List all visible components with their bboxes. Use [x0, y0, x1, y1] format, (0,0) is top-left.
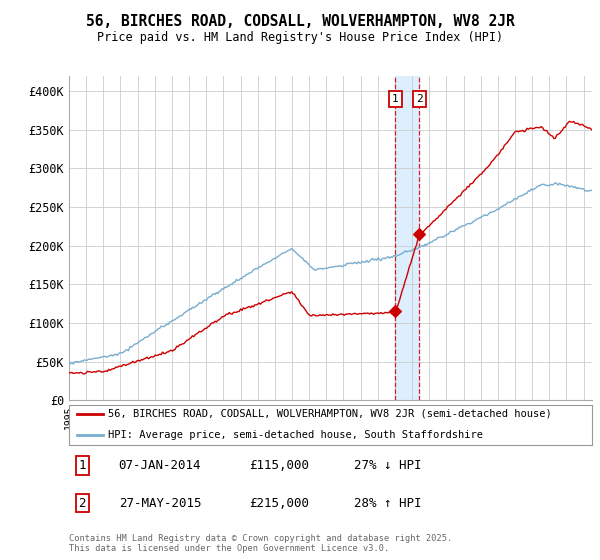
Text: £115,000: £115,000 [250, 459, 310, 472]
Text: 27-MAY-2015: 27-MAY-2015 [119, 497, 201, 510]
Bar [395, 76, 419, 400]
Text: 1: 1 [392, 94, 399, 104]
Text: 27% ↓ HPI: 27% ↓ HPI [354, 459, 422, 472]
Text: HPI: Average price, semi-detached house, South Staffordshire: HPI: Average price, semi-detached house,… [108, 430, 483, 440]
Text: 2: 2 [79, 497, 86, 510]
Text: Contains HM Land Registry data © Crown copyright and database right 2025.
This d: Contains HM Land Registry data © Crown c… [69, 534, 452, 553]
Text: 2: 2 [416, 94, 422, 104]
Point [391, 307, 400, 316]
Text: Price paid vs. HM Land Registry's House Price Index (HPI): Price paid vs. HM Land Registry's House … [97, 31, 503, 44]
Text: 28% ↑ HPI: 28% ↑ HPI [354, 497, 422, 510]
Text: 56, BIRCHES ROAD, CODSALL, WOLVERHAMPTON, WV8 2JR: 56, BIRCHES ROAD, CODSALL, WOLVERHAMPTON… [86, 14, 514, 29]
Text: 07-JAN-2014: 07-JAN-2014 [119, 459, 201, 472]
Text: 1: 1 [79, 459, 86, 472]
Text: 56, BIRCHES ROAD, CODSALL, WOLVERHAMPTON, WV8 2JR (semi-detached house): 56, BIRCHES ROAD, CODSALL, WOLVERHAMPTON… [108, 409, 552, 419]
Text: £215,000: £215,000 [250, 497, 310, 510]
Point [415, 230, 424, 239]
